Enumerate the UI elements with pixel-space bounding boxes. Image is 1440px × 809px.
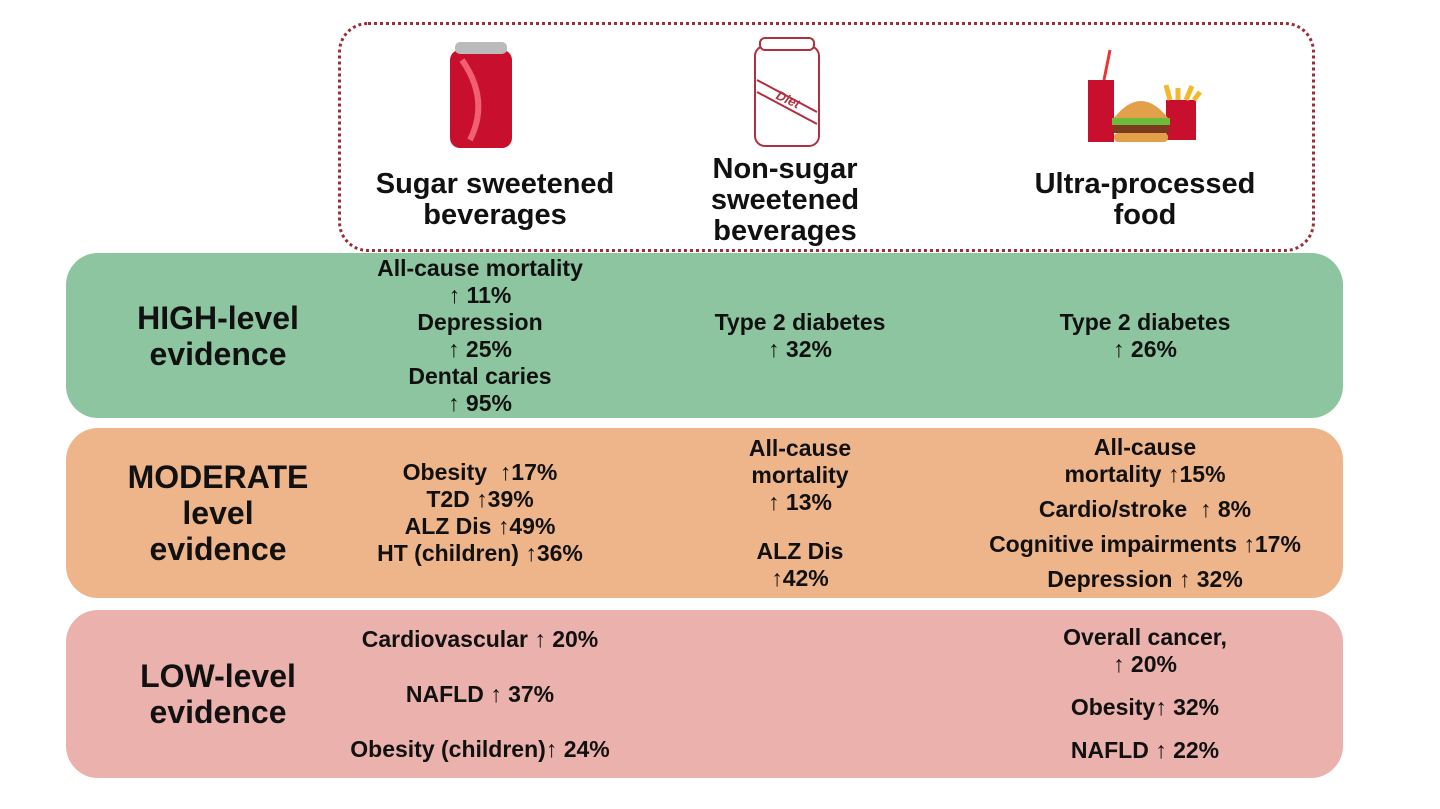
- soda-can-icon: [450, 42, 512, 148]
- outcome-line: Type 2 diabetes: [714, 308, 886, 335]
- header-line: Ultra-processed: [1034, 168, 1256, 200]
- outcome: All-cause mortality ↑ 11%: [377, 255, 583, 309]
- outcome-line: HT (children) ↑36%: [377, 540, 583, 566]
- outcome-line: ALZ Dis: [756, 537, 844, 564]
- outcome: NAFLD ↑ 22%: [1071, 737, 1219, 764]
- outcome-line: Cognitive impairments ↑17%: [989, 530, 1301, 557]
- row-label: MODERATE level evidence: [80, 428, 356, 598]
- header-line: beverages: [423, 199, 567, 231]
- outcome-line: Obesity (children)↑ 24%: [350, 735, 610, 762]
- outcome: ALZ Dis ↑42%: [757, 538, 844, 592]
- evidence-cell: Type 2 diabetes ↑ 32%: [660, 253, 940, 418]
- column-header: Sugar sweetened beverages: [350, 160, 640, 240]
- row-label: LOW-level evidence: [80, 610, 356, 778]
- outcome: Depression ↑ 32%: [1047, 566, 1243, 593]
- outcome: Dental caries ↑ 95%: [408, 363, 551, 417]
- outcome: Cognitive impairments ↑17%: [989, 531, 1301, 558]
- outcome-line: mortality ↑15%: [1064, 460, 1226, 487]
- outcome-line: ↑ 32%: [768, 335, 832, 362]
- outcome-line: Cardiovascular ↑ 20%: [361, 625, 599, 652]
- outcome-line: ↑42%: [771, 564, 829, 591]
- diet-can-icon: Diet: [754, 37, 820, 147]
- outcome-line: Overall cancer,: [1063, 624, 1227, 650]
- outcome: Cardiovascular ↑ 20%: [362, 626, 599, 653]
- row-label-line: HIGH-level: [137, 299, 299, 336]
- outcome: Obesity↑ 32%: [1071, 694, 1219, 721]
- outcome: Overall cancer, ↑ 20%: [1063, 624, 1227, 678]
- outcome: All-cause mortality ↑15%: [1064, 434, 1225, 488]
- outcome-line: ↑ 20%: [1113, 651, 1177, 677]
- header-frame: [338, 22, 1315, 252]
- evidence-cell: All-cause mortality ↑ 13% ALZ Dis ↑42%: [660, 428, 940, 598]
- column-header: Ultra-processed food: [990, 160, 1300, 240]
- evidence-cell: Obesity ↑17% T2D ↑39% ALZ Dis ↑49% HT (chil…: [320, 428, 640, 598]
- header-line: Non-sugar: [712, 152, 858, 185]
- row-label: HIGH-level evidence: [80, 253, 356, 418]
- row-label-line: level: [182, 495, 254, 531]
- outcome: Type 2 diabetes ↑ 26%: [1060, 309, 1231, 363]
- high-row: [66, 253, 1343, 418]
- outcome-line: mortality: [751, 461, 849, 488]
- outcome-line: All-cause: [748, 434, 852, 461]
- outcome-line: ↑ 95%: [448, 389, 512, 416]
- outcome-line: Cardio/stroke ↑ 8%: [1038, 495, 1252, 522]
- outcome-line: NAFLD ↑ 22%: [1070, 737, 1220, 763]
- outcome-line: ↑ 26%: [1113, 335, 1177, 362]
- header-line: beverages: [713, 214, 857, 247]
- outcome: Type 2 diabetes ↑ 32%: [715, 309, 886, 363]
- outcome-line: Obesity ↑17%: [402, 459, 558, 485]
- header-line: sweetened: [710, 183, 860, 216]
- outcome: Depression ↑ 25%: [417, 309, 542, 363]
- column-header: Non-sugar sweetened beverages: [670, 150, 900, 250]
- outcome-line: Type 2 diabetes: [1059, 308, 1231, 335]
- outcome: NAFLD ↑ 37%: [406, 681, 554, 708]
- header-line: Sugar sweetened: [375, 168, 615, 200]
- outcome-line: T2D ↑39%: [426, 486, 534, 512]
- moderate-row: [66, 428, 1343, 598]
- evidence-cell: All-cause mortality ↑ 11% Depression ↑ 25% D…: [320, 253, 640, 418]
- outcome-line: NAFLD ↑ 37%: [405, 680, 555, 707]
- outcome-line: All-cause mortality: [377, 254, 583, 281]
- outcome-line: ↑ 11%: [448, 281, 512, 308]
- outcome-line: Depression ↑ 32%: [1047, 565, 1243, 592]
- evidence-cell: Type 2 diabetes ↑ 26%: [940, 253, 1350, 418]
- evidence-cell: Cardiovascular ↑ 20% NAFLD ↑ 37% Obesity (…: [320, 610, 640, 778]
- row-label-line: evidence: [149, 335, 287, 372]
- row-label-line: MODERATE: [127, 459, 309, 495]
- outcome: ALZ Dis ↑49%: [405, 513, 556, 540]
- header-line: food: [1113, 199, 1177, 231]
- row-label-line: LOW-level: [140, 658, 296, 694]
- outcome: Obesity (children)↑ 24%: [350, 736, 609, 763]
- outcome: All-cause mortality ↑ 13%: [749, 435, 851, 516]
- row-label-line: evidence: [149, 531, 287, 567]
- outcome-line: ↑ 25%: [448, 335, 512, 362]
- low-row: [66, 610, 1343, 778]
- outcome: Cardio/stroke ↑ 8%: [1039, 496, 1251, 523]
- outcome-line: Obesity↑ 32%: [1070, 694, 1220, 720]
- outcome-line: Depression: [417, 308, 543, 335]
- outcome-line: ↑ 13%: [768, 488, 832, 515]
- outcome: T2D ↑39%: [426, 486, 533, 513]
- evidence-cell: All-cause mortality ↑15% Cardio/stroke ↑ 8…: [940, 428, 1350, 598]
- outcome-line: Dental caries: [408, 362, 552, 389]
- fast-food-icon: [1088, 49, 1202, 142]
- outcome-line: ALZ Dis ↑49%: [404, 513, 556, 539]
- outcome: Obesity ↑17%: [403, 459, 558, 486]
- outcome-line: All-cause: [1093, 433, 1197, 460]
- outcome: HT (children) ↑36%: [377, 540, 583, 567]
- row-label-line: evidence: [149, 694, 287, 730]
- evidence-cell: Overall cancer, ↑ 20% Obesity↑ 32% NAFLD ↑ …: [940, 610, 1350, 778]
